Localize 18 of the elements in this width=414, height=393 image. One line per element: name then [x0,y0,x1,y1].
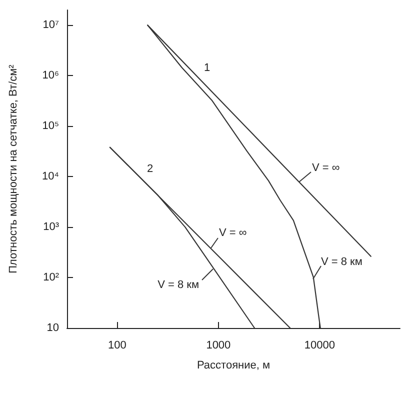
annotation: V = 8 км [321,256,362,268]
annotation: 1 [204,62,210,74]
y-tick-label: 10⁴ [42,170,60,183]
x-tick-label: 1000 [206,340,231,352]
x-tick-label: 10000 [304,340,336,352]
annotation: V = 8 км [158,279,199,291]
annotation: V = ∞ [312,162,340,174]
y-tick-label: 10² [43,272,60,284]
y-tick-label: 10 [46,322,59,334]
x-axis-title: Расстояние, м [196,360,270,372]
annotation: V = ∞ [219,227,247,239]
y-tick-label: 10³ [43,221,60,234]
annotation: 2 [146,163,154,175]
y-tick-label: 10⁵ [42,120,59,132]
y-axis-title: Плотность мощности на сетчатке, Вт/см² [8,64,20,274]
y-tick-label: 10⁷ [42,19,60,32]
x-tick-label: 100 [108,340,126,352]
y-tick-label: 10⁶ [42,70,59,82]
